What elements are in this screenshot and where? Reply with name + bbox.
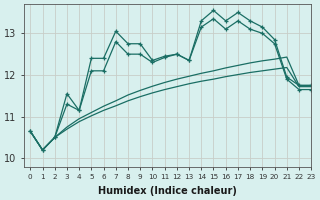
X-axis label: Humidex (Indice chaleur): Humidex (Indice chaleur) bbox=[98, 186, 237, 196]
